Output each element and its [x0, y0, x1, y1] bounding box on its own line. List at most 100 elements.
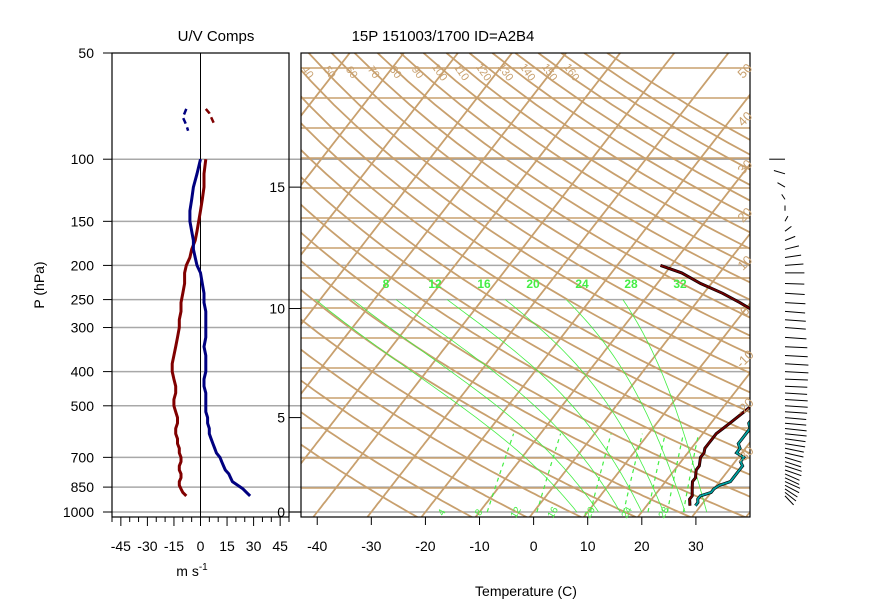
dry-adiabat	[308, 53, 750, 356]
dry-adiabat-label: 130	[495, 62, 515, 84]
uv-panel	[111, 52, 290, 518]
wind-barb	[784, 465, 802, 472]
moist-adiabat	[622, 299, 708, 513]
wind-barb	[784, 461, 802, 468]
wind-barb	[784, 283, 805, 285]
uv-tick-label: -45	[111, 538, 131, 554]
wind-barb	[784, 327, 806, 330]
wind-barb	[784, 254, 802, 258]
temperature-tick-label: -20	[415, 538, 435, 554]
wind-barb	[784, 385, 808, 388]
dry-adiabat	[301, 175, 750, 455]
mixing-ratio-label: 28	[624, 277, 638, 291]
sounding-dewpoint	[660, 264, 750, 506]
pressure-tick-label: 300	[71, 320, 95, 336]
moist-adiabat	[395, 299, 621, 513]
wind-barb	[784, 481, 801, 489]
dry-adiabat	[301, 443, 420, 517]
wind-barb	[777, 182, 786, 188]
dry-adiabat-label: 140	[517, 62, 537, 84]
skewt-background	[301, 53, 887, 520]
isotherm	[312, 53, 676, 517]
temperature-tick-label: 10	[580, 538, 596, 554]
mixing-ratio-label: 20	[526, 277, 540, 291]
dry-adiabat	[301, 148, 750, 434]
dry-adiabat	[301, 379, 529, 517]
wind-barb	[784, 477, 800, 485]
wind-barb	[784, 310, 806, 314]
pressure-tick-label: 400	[71, 364, 95, 380]
dry-adiabat	[301, 348, 584, 517]
pressure-tick-label: 700	[71, 449, 95, 465]
bottom-label: 12	[509, 505, 524, 521]
uv-tick-label: 30	[246, 538, 262, 554]
dry-adiabat	[353, 53, 750, 319]
wind-barb	[784, 405, 808, 408]
wind-barb	[784, 346, 808, 349]
sounding-temperature	[694, 420, 750, 507]
dry-adiabat-label: 50	[321, 64, 338, 81]
wind-barb	[784, 433, 807, 437]
height-tick-label: 5	[277, 410, 285, 426]
isotherm	[528, 232, 750, 517]
pressure-tick-label: 100	[71, 151, 95, 167]
wind-barb	[784, 215, 789, 222]
mixing-ratio-label: 12	[428, 277, 442, 291]
dry-adiabat	[301, 231, 750, 498]
wind-barb	[784, 473, 800, 481]
dry-adiabat	[399, 53, 750, 284]
wind-barb	[784, 263, 804, 266]
right-edge-label: 20	[734, 204, 755, 225]
pressure-tick-label: 850	[71, 479, 95, 495]
uv-gridlines	[112, 158, 750, 513]
uv-title: U/V Comps	[178, 28, 255, 45]
dry-adiabat	[301, 95, 750, 394]
mixing-ratio-line	[682, 433, 700, 513]
dry-adiabat	[301, 259, 748, 517]
temperature-tick-label: -10	[469, 538, 489, 554]
pressure-tick-label: 500	[71, 398, 95, 414]
wind-barb	[784, 417, 807, 420]
bottom-label: 28	[657, 505, 672, 521]
uv-upper-fragment	[204, 108, 216, 126]
wind-barb	[784, 235, 796, 241]
wind-barb	[784, 363, 809, 366]
mixing-ratio-label: 16	[477, 277, 491, 291]
temperature-tick-label: 30	[688, 538, 704, 554]
wind-barb	[784, 452, 804, 458]
wind-barb	[784, 245, 800, 250]
dry-adiabat-label: 80	[387, 64, 404, 81]
dry-adiabat	[537, 53, 750, 186]
uv-tick-label: -30	[137, 538, 157, 554]
isotherm	[301, 53, 621, 465]
uv-series	[170, 108, 252, 497]
isotherm	[798, 53, 887, 520]
mixing-ratio-label: 32	[673, 277, 687, 291]
isotherm	[582, 301, 750, 517]
isotherm	[852, 53, 887, 520]
dry-adiabat	[301, 318, 638, 517]
mixing-ratio-line	[623, 433, 643, 513]
pressure-tick-label: 50	[78, 45, 94, 61]
dry-adiabat	[514, 53, 750, 202]
isotherm	[301, 53, 351, 118]
dry-adiabat	[301, 203, 750, 476]
wind-barb	[784, 469, 802, 477]
uv-tick-label: 15	[219, 538, 235, 554]
wind-barb	[784, 336, 807, 340]
wind-barb	[784, 443, 806, 448]
wind-barb	[784, 488, 798, 498]
wind-barb	[784, 495, 794, 506]
wind-barb	[784, 302, 806, 305]
moist-adiabat	[352, 299, 599, 513]
moist-adiabat	[505, 299, 664, 513]
temperature-tick-label: -40	[307, 538, 327, 554]
isotherm	[366, 53, 730, 517]
right-edge-label: 50	[734, 60, 755, 81]
wind-barb	[784, 371, 809, 374]
skewt-title: 15P 151003/1700 ID=A2B4	[352, 28, 535, 45]
uv-tick-label: -15	[164, 538, 184, 554]
